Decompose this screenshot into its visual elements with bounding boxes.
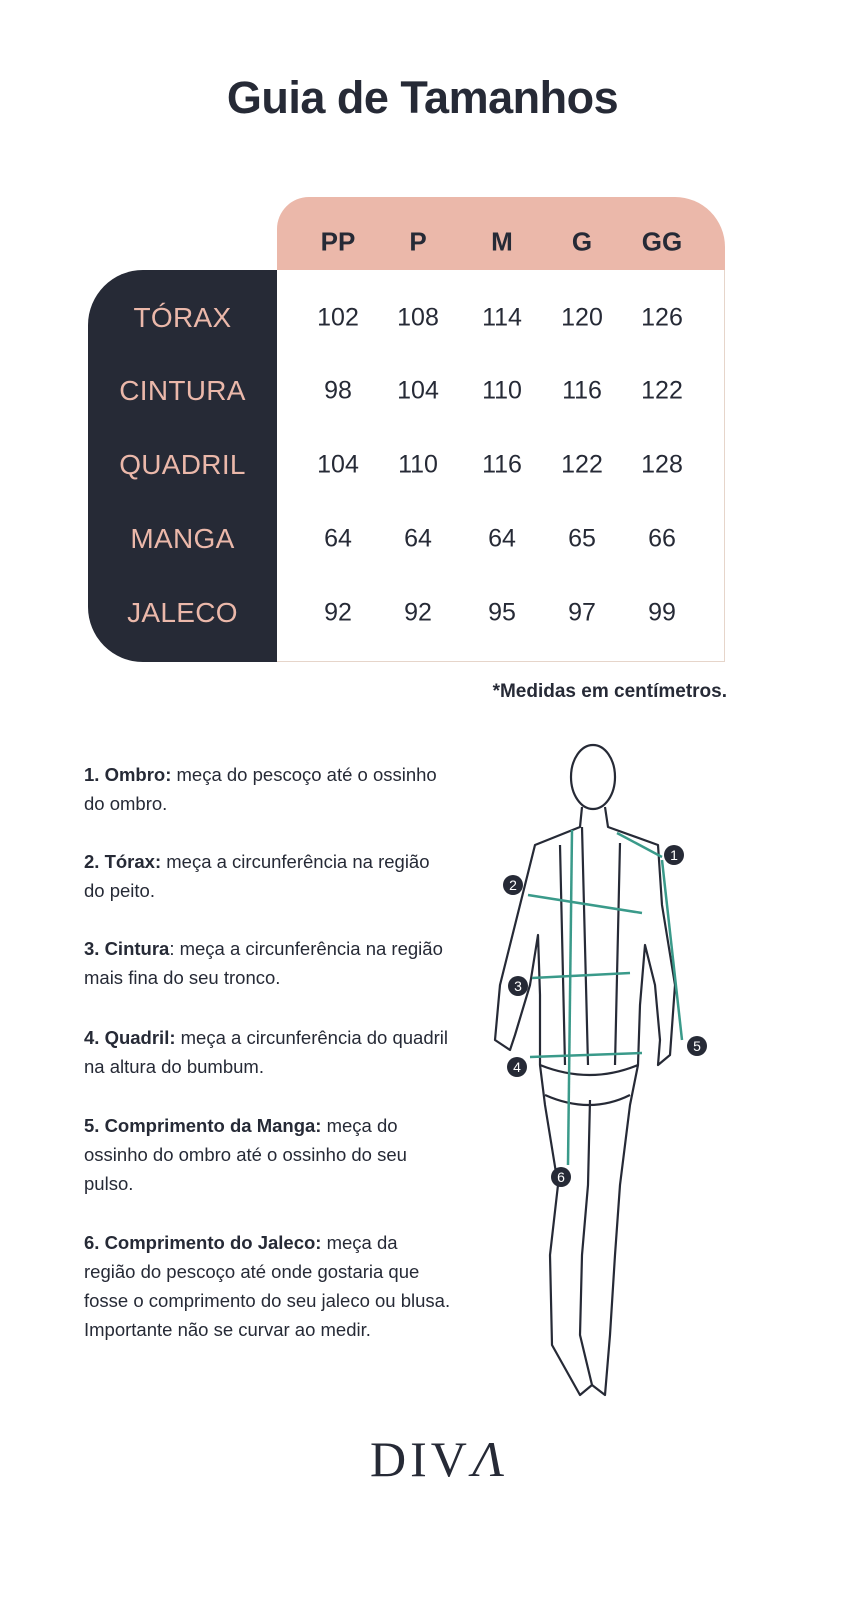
table-cell: 99 (648, 598, 676, 627)
table-cell: 64 (404, 524, 432, 553)
svg-text:2: 2 (509, 877, 517, 893)
table-cell: 65 (568, 524, 596, 553)
instruction-item: 6. Comprimento do Jaleco: meça da região… (84, 1228, 454, 1344)
table-cell: 110 (482, 376, 522, 405)
table-cell: 98 (324, 376, 352, 405)
instruction-item: 4. Quadril: meça a circunferência do qua… (84, 1023, 454, 1081)
table-cell: 64 (324, 524, 352, 553)
instruction-item: 3. Cintura: meça a circunferência na reg… (84, 934, 454, 992)
instruction-term: 3. Cintura (84, 938, 170, 959)
instruction-term: 4. Quadril: (84, 1027, 176, 1048)
instruction-term: 2. Tórax: (84, 851, 162, 872)
instruction-term: 5. Comprimento da Manga: (84, 1115, 322, 1136)
page-title: Guia de Tamanhos (226, 72, 619, 123)
instruction-text: meça a circunferência do quadril na altu… (84, 1027, 449, 1077)
marker-2: 2 (503, 875, 523, 895)
measure-label-column (88, 270, 277, 662)
table-cell: 120 (561, 303, 603, 332)
table-cell: 122 (561, 450, 603, 479)
table-cell: 97 (568, 598, 596, 627)
size-header-p: P (409, 226, 427, 257)
row-label: JALECO (127, 597, 238, 628)
table-cell: 64 (488, 524, 516, 553)
row-label: TÓRAX (133, 302, 232, 333)
row-label: QUADRIL (119, 449, 246, 480)
table-cell: 108 (397, 303, 439, 332)
row-label: MANGA (130, 523, 235, 554)
size-header-m: M (491, 226, 513, 257)
instruction-term: 6. Comprimento do Jaleco: (84, 1232, 322, 1253)
svg-text:5: 5 (693, 1038, 701, 1054)
instruction-text: meça a circunferência na região do peito… (84, 851, 430, 901)
size-header-gg: GG (641, 226, 683, 257)
table-cell: 114 (482, 303, 522, 332)
table-cell: 92 (404, 598, 432, 627)
size-header (277, 197, 725, 270)
size-header-pp: PP (320, 226, 356, 257)
size-table-body (277, 270, 725, 662)
units-note: *Medidas em centímetros. (492, 681, 727, 702)
instruction-text: meça da região do pescoço até onde gosta… (84, 1232, 451, 1340)
diva-logo: DIVɅ (370, 1431, 517, 1487)
body-measurement-figure: 1 2 3 4 5 6 (493, 743, 707, 1397)
svg-text:4: 4 (513, 1059, 521, 1075)
table-cell: 116 (482, 450, 522, 479)
table-cell: 110 (398, 450, 438, 479)
table-cell: 122 (641, 376, 683, 405)
marker-4: 4 (507, 1057, 527, 1077)
instruction-text: : meça a circunferência na região mais f… (84, 938, 443, 988)
measurement-lines (527, 829, 684, 1166)
marker-5: 5 (687, 1036, 707, 1056)
table-cell: 126 (641, 303, 683, 332)
table-cell: 116 (562, 376, 602, 405)
instruction-text: meça do ossinho do ombro até o ossinho d… (84, 1115, 407, 1194)
marker-6: 6 (551, 1167, 571, 1187)
row-label: CINTURA (119, 375, 246, 406)
instruction-item: 5. Comprimento da Manga: meça do ossinho… (84, 1111, 454, 1198)
table-cell: 95 (488, 598, 516, 627)
marker-3: 3 (508, 976, 528, 996)
figure-outline-left (493, 806, 594, 1397)
svg-text:3: 3 (514, 978, 522, 994)
table-cell: 66 (648, 524, 676, 553)
marker-1: 1 (664, 845, 684, 865)
instruction-item: 2. Tórax: meça a circunferência na regiã… (84, 847, 454, 905)
svg-text:1: 1 (670, 847, 678, 863)
figure-head (569, 743, 617, 811)
size-header-g: G (571, 226, 593, 257)
table-cell: 128 (641, 450, 683, 479)
table-cell: 92 (324, 598, 352, 627)
table-cell: 104 (397, 376, 439, 405)
table-cell: 102 (317, 303, 359, 332)
instruction-text: meça do pescoço até o ossinho do ombro. (84, 764, 437, 814)
svg-text:6: 6 (557, 1169, 565, 1185)
table-cell: 104 (317, 450, 359, 479)
instruction-item: 1. Ombro: meça do pescoço até o ossinho … (84, 760, 454, 818)
instruction-term: 1. Ombro: (84, 764, 172, 785)
